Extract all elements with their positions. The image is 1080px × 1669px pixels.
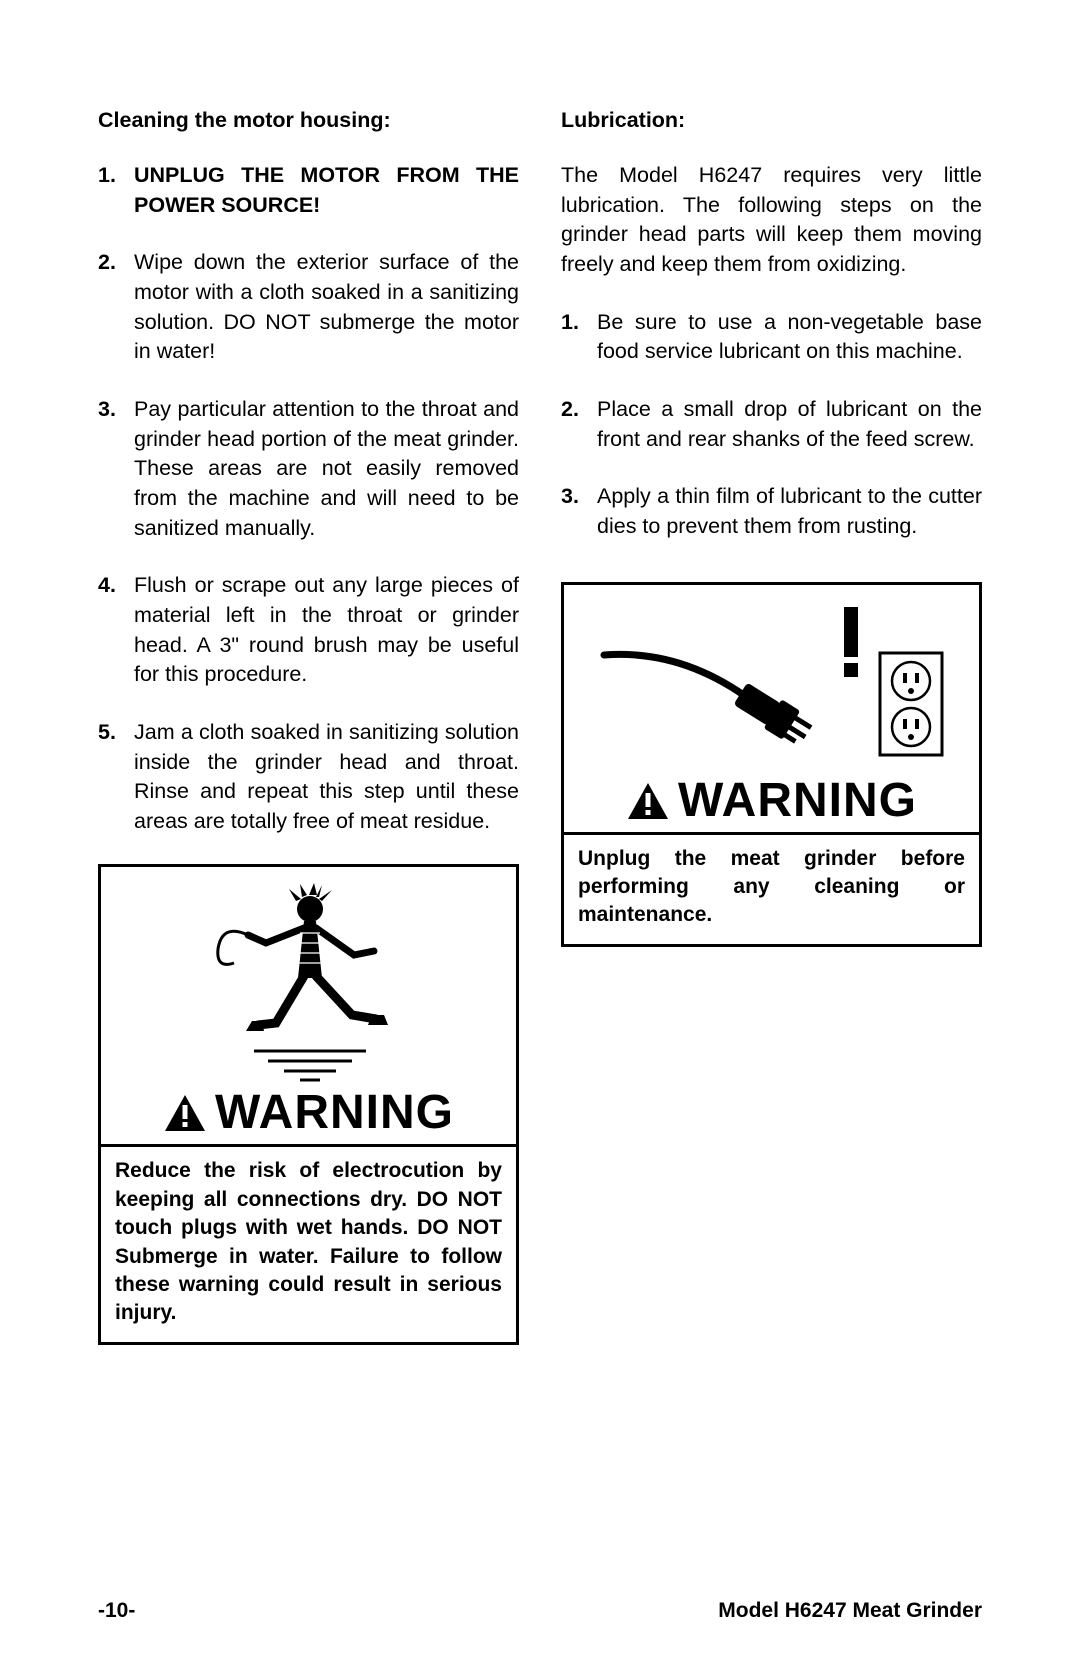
warning-top: WARNING [101, 867, 516, 1147]
unplug-cord-outlet-icon [592, 601, 952, 771]
lubrication-intro: The Model H6247 requires very little lub… [561, 161, 982, 280]
warning-label: WARNING [215, 1089, 454, 1137]
left-column: Cleaning the motor housing: UNPLUG THE M… [98, 108, 519, 1345]
electrocution-figure-icon [204, 883, 414, 1083]
page-footer: -10- Model H6247 Meat Grinder [98, 1599, 982, 1623]
lubrication-steps: Be sure to use a non-vegetable base food… [561, 308, 982, 542]
step-item: Apply a thin film of lubricant to the cu… [561, 482, 982, 541]
warning-triangle-icon [626, 781, 670, 821]
step-item: Be sure to use a non-vegetable base food… [561, 308, 982, 367]
step-item: Wipe down the exterior surface of the mo… [98, 248, 519, 367]
warning-title: WARNING [163, 1089, 454, 1137]
step-item: Pay particular attention to the throat a… [98, 395, 519, 543]
warning-body: Unplug the meat grinder before performin… [564, 835, 979, 944]
warning-label: WARNING [678, 777, 917, 825]
warning-title: WARNING [626, 777, 917, 825]
step-item: Flush or scrape out any large pieces of … [98, 571, 519, 690]
model-label: Model H6247 Meat Grinder [718, 1599, 982, 1623]
warning-top: WARNING [564, 585, 979, 835]
step-item: UNPLUG THE MOTOR FROM THE POWER SOURCE! [98, 161, 519, 220]
step-item: Place a small drop of lubricant on the f… [561, 395, 982, 454]
cleaning-steps: UNPLUG THE MOTOR FROM THE POWER SOURCE! … [98, 161, 519, 836]
cleaning-heading: Cleaning the motor housing: [98, 108, 519, 133]
warning-body: Reduce the risk of electrocution by keep… [101, 1147, 516, 1341]
step-item: Jam a cloth soaked in sanitizing solutio… [98, 718, 519, 837]
lubrication-heading: Lubrication: [561, 108, 982, 133]
right-column: Lubrication: The Model H6247 requires ve… [561, 108, 982, 1345]
warning-triangle-icon [163, 1093, 207, 1133]
page-number: -10- [98, 1599, 135, 1623]
unplug-warning-box: WARNING Unplug the meat grinder before p… [561, 582, 982, 947]
content-columns: Cleaning the motor housing: UNPLUG THE M… [98, 108, 982, 1345]
electrocution-warning-box: WARNING Reduce the risk of electrocution… [98, 864, 519, 1344]
